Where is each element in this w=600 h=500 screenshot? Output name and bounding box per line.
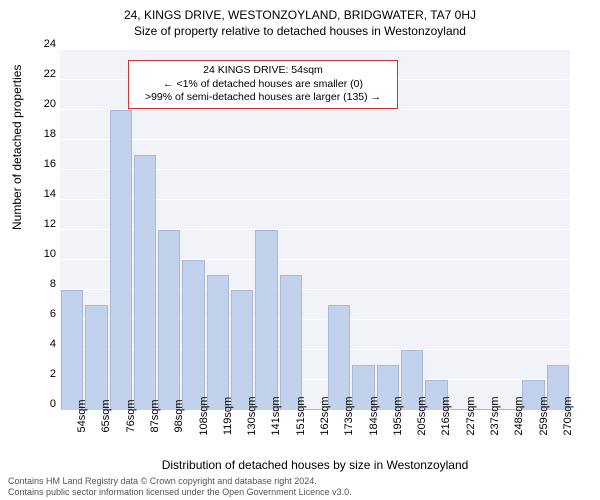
x-tick-label: 54sqm	[76, 399, 88, 432]
y-axis-label: Number of detached properties	[10, 65, 24, 230]
bar	[61, 290, 83, 410]
bar	[134, 155, 156, 410]
x-tick-label: 173sqm	[343, 396, 355, 435]
x-tick-label: 130sqm	[246, 396, 258, 435]
y-tick-label: 14	[44, 188, 56, 200]
y-tick-label: 12	[44, 218, 56, 230]
footer-line2: Contains public sector information licen…	[8, 487, 352, 498]
grid-line	[60, 139, 570, 140]
y-tick-label: 8	[50, 278, 56, 290]
y-tick-label: 20	[44, 98, 56, 110]
annotation-line1: 24 KINGS DRIVE: 54sqm	[135, 64, 391, 78]
footer-line1: Contains HM Land Registry data © Crown c…	[8, 476, 352, 487]
grid-line	[60, 109, 570, 110]
x-tick-label: 205sqm	[416, 396, 428, 435]
bar	[207, 275, 229, 410]
x-tick-label: 227sqm	[465, 396, 477, 435]
x-tick-label: 216sqm	[440, 396, 452, 435]
x-tick-label: 237sqm	[489, 396, 501, 435]
y-tick-label: 4	[50, 338, 56, 350]
x-tick-label: 195sqm	[392, 396, 404, 435]
x-tick-label: 65sqm	[100, 399, 112, 432]
x-tick-label: 119sqm	[222, 397, 234, 435]
x-tick-label: 184sqm	[368, 396, 380, 435]
y-tick-label: 16	[44, 158, 56, 170]
grid-line	[60, 49, 570, 50]
annotation-box: 24 KINGS DRIVE: 54sqm ← <1% of detached …	[128, 60, 398, 109]
bar	[158, 230, 180, 410]
y-tick-label: 22	[44, 68, 56, 80]
chart-area: 24 KINGS DRIVE: 54sqm ← <1% of detached …	[60, 50, 570, 410]
y-tick-label: 0	[50, 398, 56, 410]
y-tick-label: 18	[44, 128, 56, 140]
x-tick-label: 248sqm	[513, 396, 525, 435]
x-tick-label: 151sqm	[295, 396, 307, 435]
x-tick-label: 162sqm	[319, 396, 331, 435]
annotation-line2: ← <1% of detached houses are smaller (0)	[135, 78, 391, 92]
bar	[231, 290, 253, 410]
x-tick-label: 98sqm	[173, 399, 185, 432]
bar	[110, 110, 132, 410]
x-tick-label: 108sqm	[198, 396, 210, 435]
bar	[255, 230, 277, 410]
annotation-line3: >99% of semi-detached houses are larger …	[135, 91, 391, 105]
x-tick-label: 87sqm	[149, 399, 161, 432]
x-tick-label: 270sqm	[562, 396, 574, 435]
bar	[85, 305, 107, 410]
x-axis-label: Distribution of detached houses by size …	[60, 458, 570, 472]
y-axis: 024681012141618202224	[30, 50, 60, 410]
y-tick-label: 10	[44, 248, 56, 260]
x-tick-label: 76sqm	[125, 399, 137, 432]
bar	[182, 260, 204, 410]
y-tick-label: 24	[44, 38, 56, 50]
chart-title-subtitle: Size of property relative to detached ho…	[0, 22, 600, 38]
x-tick-label: 259sqm	[538, 396, 550, 435]
x-tick-label: 141sqm	[270, 396, 282, 435]
chart-title-address: 24, KINGS DRIVE, WESTONZOYLAND, BRIDGWAT…	[0, 0, 600, 22]
y-tick-label: 6	[50, 308, 56, 320]
attribution-footer: Contains HM Land Registry data © Crown c…	[8, 476, 352, 498]
bar	[280, 275, 302, 410]
y-tick-label: 2	[50, 368, 56, 380]
bar	[328, 305, 350, 410]
